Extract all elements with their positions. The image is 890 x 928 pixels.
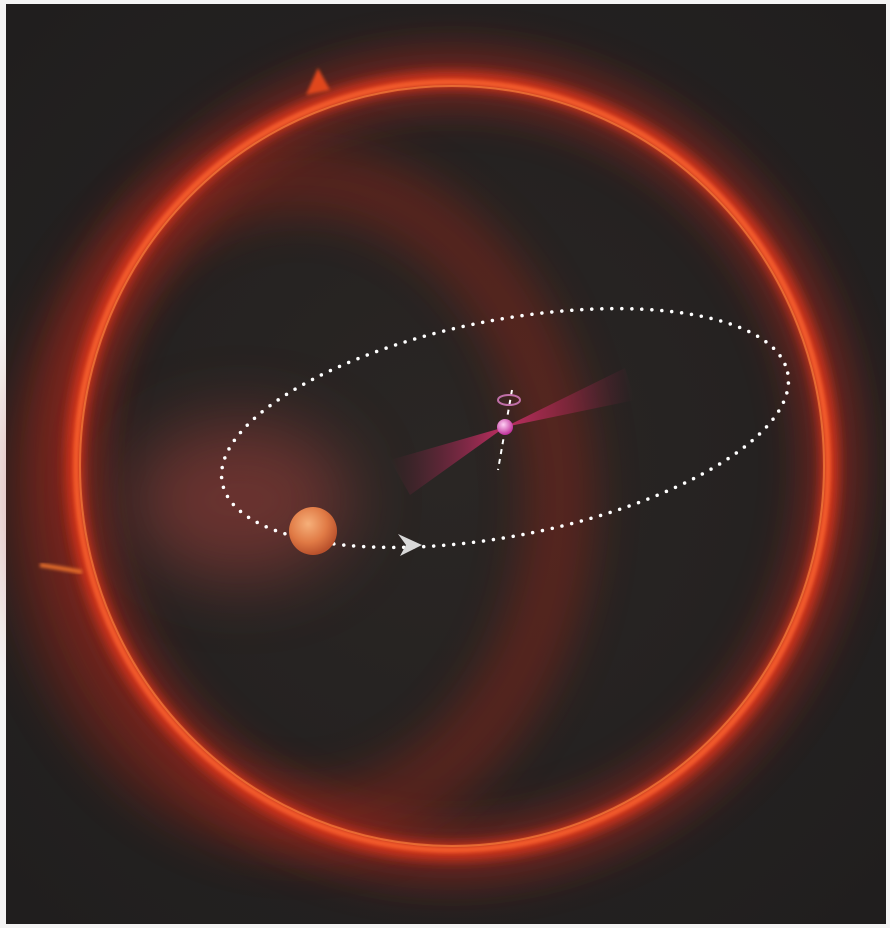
spin-arrow [497, 394, 521, 406]
gas-cloud [130, 420, 350, 580]
prominence [306, 68, 330, 95]
orbit-arrow [398, 534, 422, 556]
prominence [39, 563, 83, 574]
orbit [219, 306, 791, 550]
companion-star [289, 507, 337, 555]
ring-highlight [79, 85, 825, 847]
pulsar-beam [390, 427, 505, 495]
pulsar-beam [505, 368, 635, 427]
ring-core [73, 79, 831, 853]
pulsar [497, 419, 513, 435]
